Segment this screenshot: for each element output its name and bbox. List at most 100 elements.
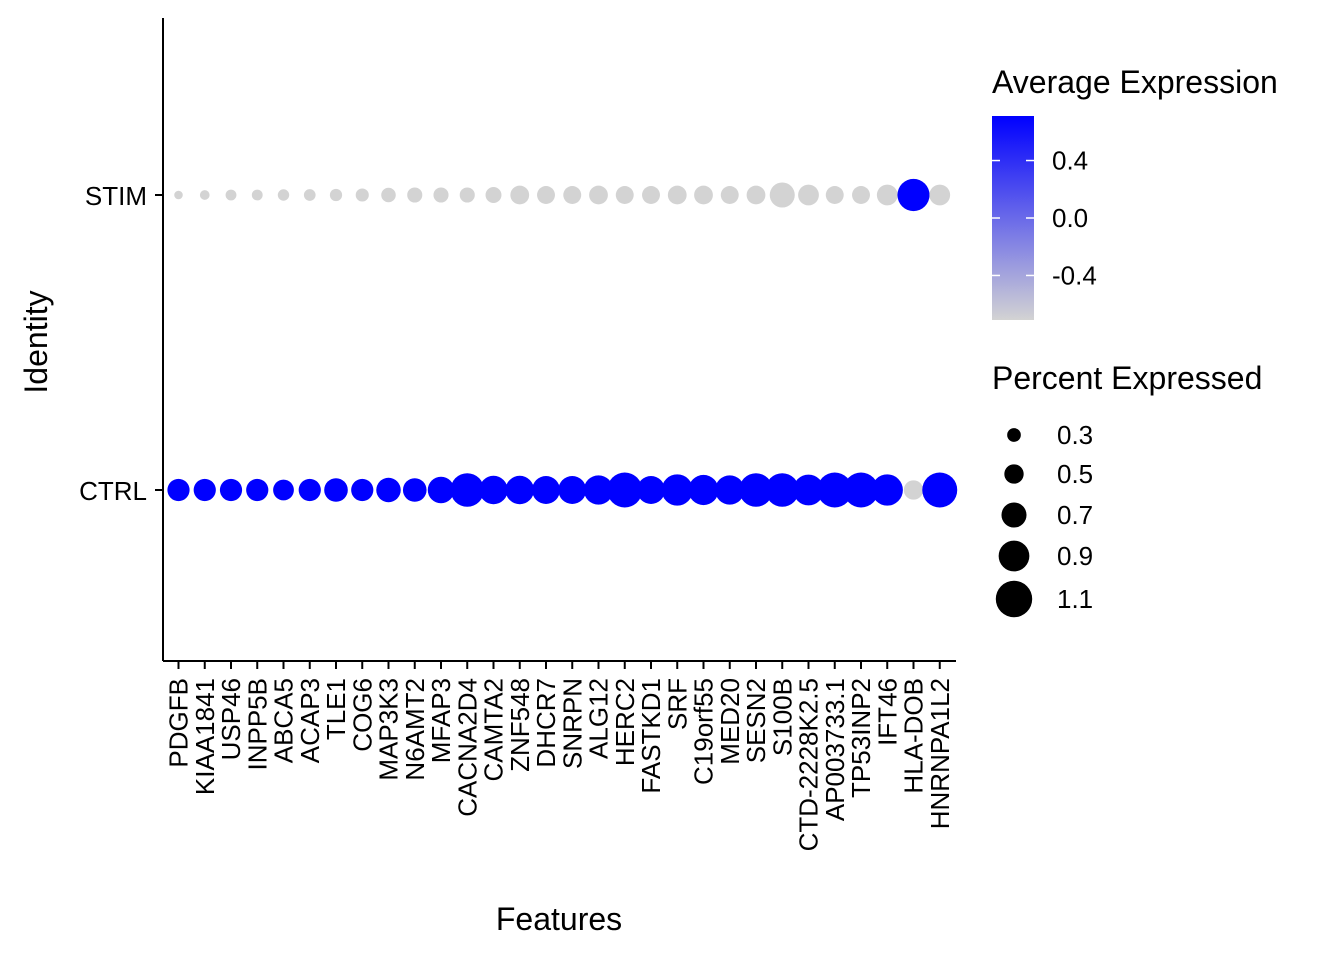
x-tick-label: MAP3K3	[374, 678, 404, 781]
x-tick-label: CACNA2D4	[452, 678, 482, 817]
dot	[510, 185, 530, 205]
x-tick-label: CAMTA2	[479, 678, 509, 782]
x-tick-label: SNRPN	[557, 678, 587, 769]
x-tick-label: MFAP3	[426, 678, 456, 763]
size-legend-dot	[998, 540, 1030, 572]
dot	[583, 475, 614, 505]
color-tick-label: 0.0	[1052, 203, 1088, 233]
dot	[558, 476, 587, 504]
dot	[402, 478, 427, 502]
x-tick-label: MED20	[715, 678, 745, 765]
dot	[688, 474, 719, 506]
dot	[694, 185, 713, 205]
x-tick-label: SRF	[662, 678, 692, 730]
dot	[376, 477, 401, 503]
x-tick-label: INPP5B	[242, 678, 272, 771]
dot	[897, 178, 930, 212]
x-tick-label: USP46	[216, 678, 246, 760]
x-tick-label: HERC2	[610, 678, 640, 766]
x-tick-label: DHCR7	[531, 678, 561, 768]
color-legend-ticks: 0.4 0.0 -0.4	[992, 146, 1097, 290]
dot	[303, 189, 316, 201]
dot	[199, 190, 210, 200]
dot	[174, 190, 183, 200]
x-tick-label: C19orf55	[689, 678, 719, 785]
size-legend-dot	[995, 580, 1033, 618]
color-tick-label: 0.4	[1052, 146, 1088, 176]
x-tick-label: HLA-DOB	[899, 678, 929, 794]
dot	[219, 478, 243, 502]
dot	[793, 474, 824, 506]
x-tick-label: SESN2	[741, 678, 771, 763]
dot	[298, 478, 321, 502]
dot	[615, 186, 634, 204]
dot	[798, 184, 819, 206]
plot-area: STIM CTRL PDGFBKIAA1841USP46INPP5BABCA5AC…	[79, 18, 958, 851]
dot	[817, 472, 853, 508]
dot	[922, 472, 958, 508]
y-tick-label: STIM	[85, 181, 147, 211]
dot	[381, 187, 396, 203]
size-legend-dot	[1007, 428, 1021, 442]
size-legend-dot	[1001, 502, 1027, 528]
dot	[433, 187, 449, 203]
dot	[720, 186, 739, 204]
x-tick-label: ALG12	[584, 678, 614, 759]
y-axis-label: Identity	[18, 290, 54, 393]
x-tick-label: N6AMT2	[400, 678, 430, 781]
dot	[485, 187, 502, 203]
size-legend-label: 1.1	[1057, 584, 1093, 614]
dot	[715, 475, 745, 505]
color-legend: Average Expression 0.4 0.0 -0.4	[992, 64, 1278, 320]
x-tick-label: ZNF548	[505, 678, 535, 772]
size-legend-label: 0.9	[1057, 541, 1093, 571]
dot	[852, 186, 870, 204]
dot	[667, 185, 687, 205]
dot	[642, 186, 660, 204]
dot	[929, 184, 951, 206]
size-legend-entries: 0.3 0.5 0.7 0.9 1.1	[995, 420, 1093, 618]
x-axis-label: Features	[496, 901, 622, 937]
dot	[329, 188, 343, 202]
dot	[843, 472, 879, 508]
size-legend: Percent Expressed 0.3 0.5 0.7 0.9 1.1	[992, 360, 1262, 618]
x-tick-label: KIAA1841	[190, 678, 220, 795]
y-ticks: STIM CTRL	[79, 181, 163, 506]
dot	[427, 476, 455, 504]
dot	[876, 184, 898, 206]
dot	[563, 186, 582, 204]
dot	[459, 187, 475, 203]
dot	[903, 480, 924, 500]
color-tick-label: -0.4	[1052, 260, 1097, 290]
dot	[193, 478, 216, 502]
x-tick-label: ACAP3	[295, 678, 325, 763]
dot	[871, 474, 903, 506]
x-tick-label: TP53INP2	[846, 678, 876, 798]
dot	[739, 473, 773, 507]
dot	[407, 187, 423, 203]
dot	[277, 189, 290, 201]
dot	[607, 472, 643, 508]
dot	[324, 478, 348, 502]
dot	[450, 473, 485, 507]
dot	[637, 476, 665, 504]
dots	[167, 178, 958, 508]
dot	[746, 185, 766, 205]
dot	[532, 476, 560, 504]
x-tick-label: S100B	[767, 678, 797, 756]
dot	[589, 185, 608, 205]
dot	[251, 189, 263, 201]
x-tick-label: HNRNPA1L2	[925, 678, 955, 829]
x-tick-label: AP003733.1	[820, 678, 850, 821]
color-legend-title: Average Expression	[992, 64, 1278, 100]
size-legend-title: Percent Expressed	[992, 360, 1262, 396]
dot	[273, 479, 294, 501]
size-legend-label: 0.5	[1057, 459, 1093, 489]
dot	[765, 473, 800, 507]
size-legend-label: 0.7	[1057, 500, 1093, 530]
dot	[225, 189, 237, 201]
x-tick-label: COG6	[347, 678, 377, 752]
dot	[769, 182, 795, 208]
dot	[167, 478, 190, 502]
